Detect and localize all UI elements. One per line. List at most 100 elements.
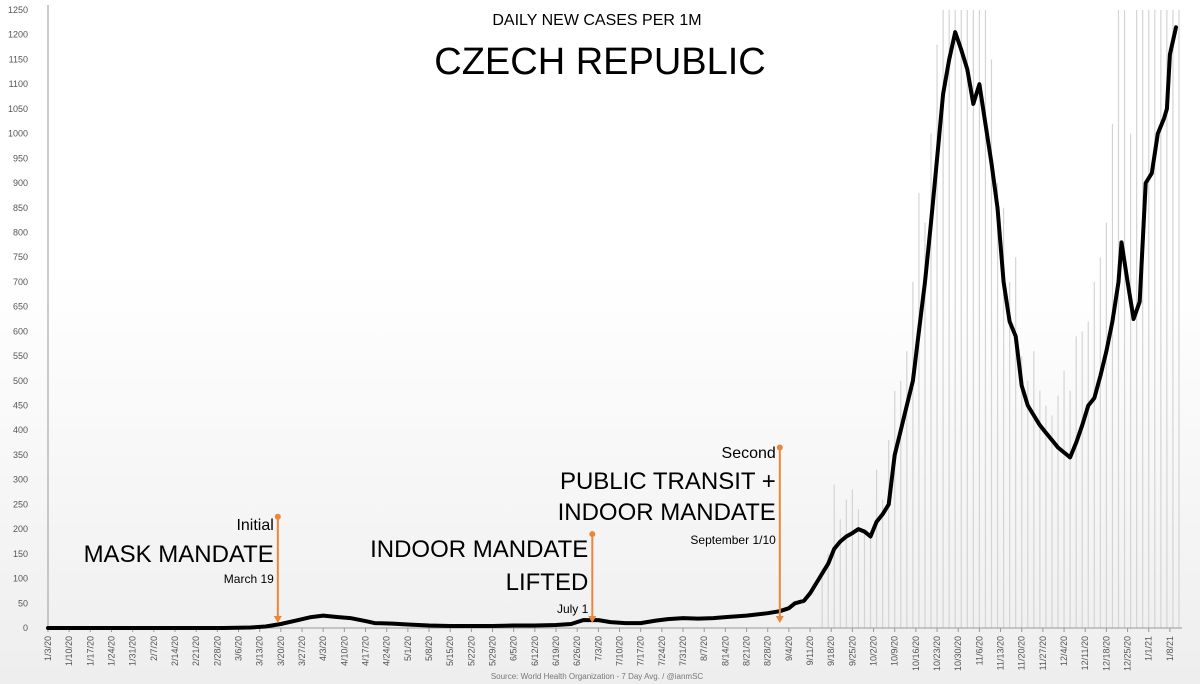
x-tick-label: 1/10/20 <box>64 636 74 666</box>
x-tick-label: 10/23/20 <box>932 636 942 671</box>
x-tick-label: 2/14/20 <box>170 636 180 666</box>
chart-title: CZECH REPUBLIC <box>434 41 766 83</box>
x-tick-label: 3/27/20 <box>297 636 307 666</box>
y-tick-label: 300 <box>13 475 28 485</box>
y-tick-label: 1100 <box>9 79 28 89</box>
daily-bar <box>1009 281 1011 628</box>
x-tick-label: 7/31/20 <box>678 636 688 666</box>
x-tick-label: 7/17/20 <box>636 636 646 666</box>
daily-bar <box>1045 405 1047 628</box>
x-tick-label: 1/24/20 <box>107 636 117 666</box>
x-tick-label: 1/8/21 <box>1165 636 1175 661</box>
x-tick-label: 10/9/20 <box>890 636 900 666</box>
x-tick-label: 6/19/20 <box>551 636 561 666</box>
daily-bar <box>1015 257 1017 628</box>
x-tick-label: 5/29/20 <box>488 636 498 666</box>
annotation-marker-dot <box>776 444 783 451</box>
y-tick-label: 950 <box>13 153 28 163</box>
daily-bar <box>1099 257 1101 628</box>
annotation-arrow-head <box>273 616 282 623</box>
daily-bar <box>900 380 902 628</box>
x-tick-label: 3/13/20 <box>255 636 265 666</box>
x-tick-label: 2/21/20 <box>191 636 201 666</box>
x-tick-label: 11/20/20 <box>1017 636 1027 670</box>
daily-bar <box>851 489 853 628</box>
daily-bar <box>1021 356 1023 628</box>
daily-bar <box>875 469 878 628</box>
daily-bar <box>1129 133 1132 628</box>
x-tick-label: 5/22/20 <box>466 636 476 666</box>
y-tick-label: 250 <box>13 499 28 509</box>
daily-bar <box>827 553 829 628</box>
y-tick-label: 1000 <box>8 129 28 139</box>
daily-bar <box>948 10 950 628</box>
y-tick-label: 50 <box>18 598 28 608</box>
x-tick-label: 12/4/20 <box>1059 636 1069 666</box>
y-tick-label: 150 <box>13 549 28 559</box>
y-tick-label: 350 <box>13 450 28 460</box>
x-tick-label: 11/6/20 <box>974 636 984 665</box>
x-tick-label: 1/3/20 <box>43 636 53 661</box>
daily-bar <box>1166 10 1168 628</box>
daily-bar <box>869 534 872 628</box>
x-tick-label: 3/6/20 <box>234 636 244 661</box>
x-tick-label: 6/26/20 <box>572 636 582 666</box>
annotation-marker-dot <box>589 531 596 538</box>
daily-bar <box>839 519 841 628</box>
x-tick-label: 8/14/20 <box>720 636 730 666</box>
daily-bar <box>882 499 884 628</box>
y-tick-label: 1250 <box>8 5 28 15</box>
annotation-text: INDOOR MANDATE <box>370 536 588 563</box>
daily-bar <box>984 10 987 628</box>
daily-bar <box>906 351 908 628</box>
x-tick-label: 4/24/20 <box>382 636 392 666</box>
daily-bar <box>1111 123 1114 628</box>
x-tick-label: 5/8/20 <box>424 636 434 661</box>
y-tick-label: 1150 <box>9 54 28 64</box>
daily-bar <box>1117 10 1120 628</box>
daily-bar <box>1154 10 1156 628</box>
daily-bar <box>1172 10 1174 628</box>
daily-bar <box>960 10 962 628</box>
y-tick-label: 1050 <box>8 104 28 114</box>
x-tick-label: 4/10/20 <box>339 636 349 666</box>
annotation-arrow-head <box>588 616 597 623</box>
y-tick-label: 550 <box>13 351 28 361</box>
daily-bar <box>1033 351 1035 628</box>
x-tick-label: 7/3/20 <box>593 636 603 661</box>
source-note: Source: World Health Organization - 7 Da… <box>491 672 704 681</box>
annotation-text: March 19 <box>224 572 274 586</box>
x-tick-label: 8/21/20 <box>742 636 752 666</box>
y-tick-label: 450 <box>13 401 28 411</box>
y-tick-label: 600 <box>13 326 28 336</box>
annotation-text: PUBLIC TRANSIT + <box>560 468 776 495</box>
y-tick-label: 650 <box>13 302 28 312</box>
daily-bar <box>1051 415 1053 628</box>
x-tick-label: 7/24/20 <box>657 636 667 666</box>
annotation-text: Initial <box>236 517 273 534</box>
x-tick-label: 6/12/20 <box>530 636 540 666</box>
daily-bar <box>1093 281 1095 628</box>
y-tick-label: 200 <box>13 524 28 534</box>
daily-bar <box>1069 390 1071 628</box>
x-tick-label: 9/11/20 <box>805 636 815 665</box>
annotation-text: MASK MANDATE <box>84 541 274 568</box>
daily-bar <box>894 390 896 628</box>
daily-bar <box>1142 10 1144 628</box>
daily-bar <box>1075 336 1077 628</box>
x-tick-label: 9/4/20 <box>784 636 794 661</box>
x-tick-label: 12/18/20 <box>1101 636 1111 671</box>
daily-bar <box>1105 222 1107 629</box>
daily-bar <box>1057 395 1059 628</box>
daily-bar <box>996 183 999 629</box>
x-tick-label: 10/2/20 <box>869 636 879 666</box>
daily-bar <box>990 59 993 628</box>
daily-bar <box>845 499 847 628</box>
daily-bar <box>1063 370 1065 628</box>
daily-bar <box>930 133 932 628</box>
annotation-text: Second <box>722 445 776 462</box>
x-tick-label: 11/27/20 <box>1038 636 1048 670</box>
x-tick-label: 4/3/20 <box>318 636 328 661</box>
